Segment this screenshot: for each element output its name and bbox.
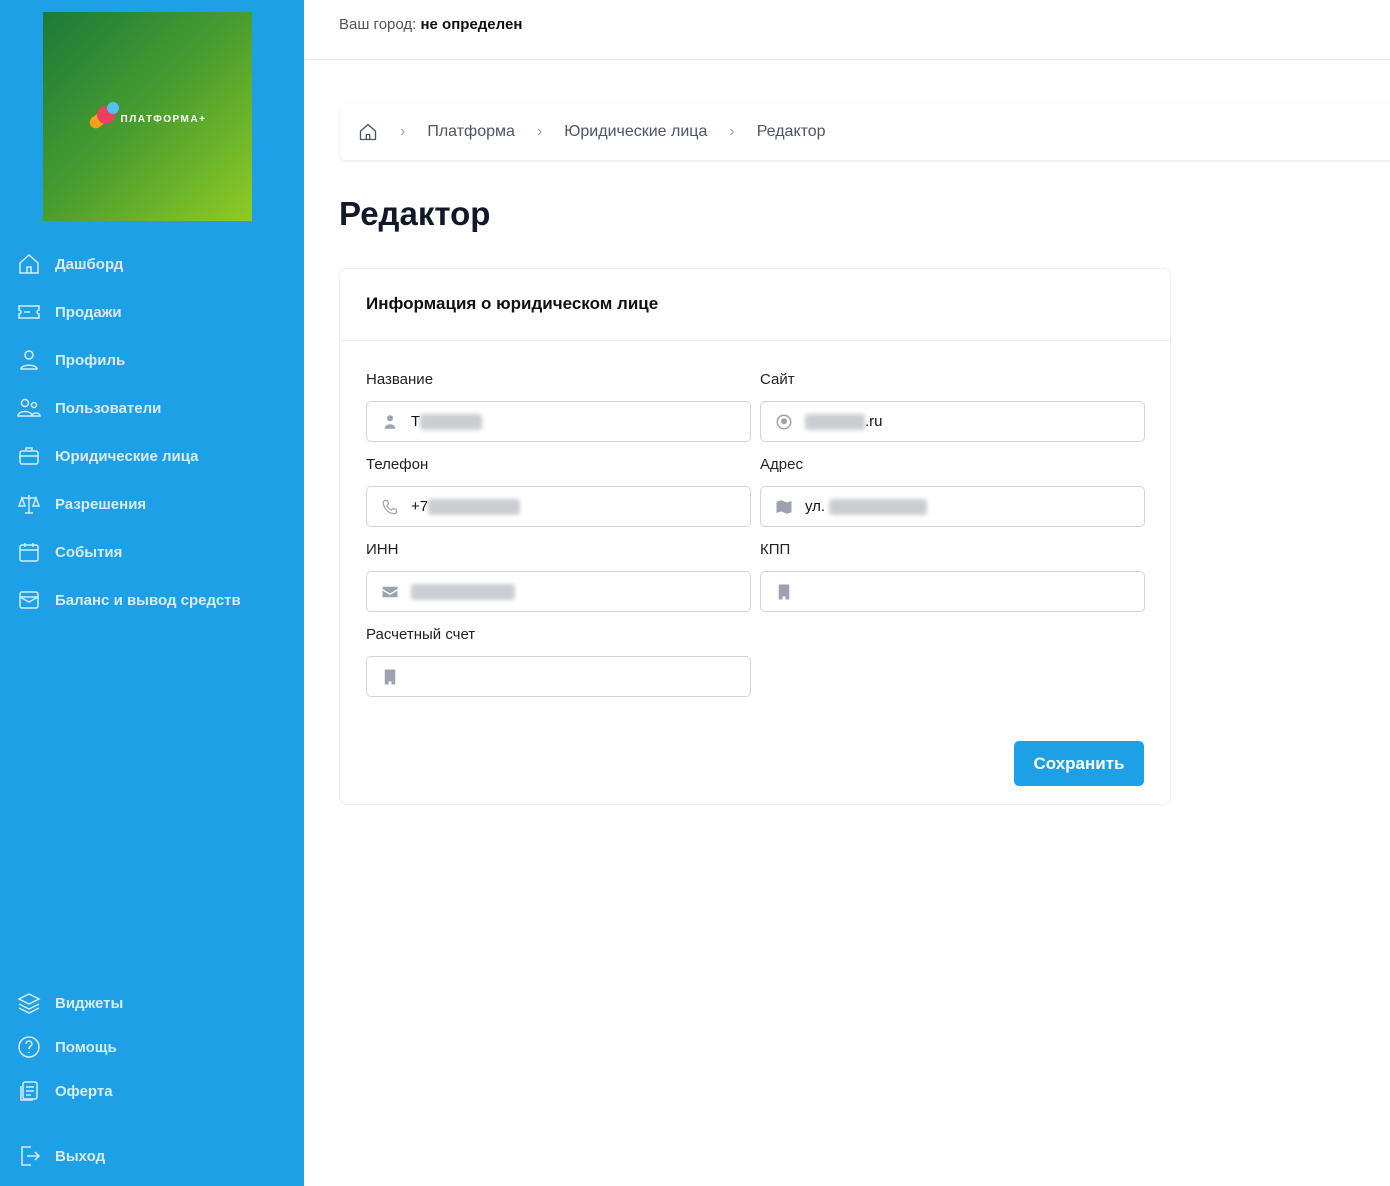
users-icon [17,398,41,417]
sidebar-item-label: Разрешения [55,495,147,513]
sidebar-item-label: События [55,543,123,561]
calendar-icon [19,543,39,562]
inn-label: ИНН [366,541,399,558]
sidebar-item-logout[interactable]: Выход [17,1144,105,1168]
kpp-label: КПП [760,541,791,558]
sidebar-item-label: Баланс и вывод средств [55,591,241,609]
map-icon [776,499,792,514]
home-icon [19,253,39,274]
briefcase-icon [19,447,39,465]
logo-text: ПЛАТФОРМА+ [120,114,207,125]
chevron-right-icon: › [400,123,406,140]
sidebar-item-permissions[interactable]: Разрешения [17,492,146,516]
logo-mark-icon [86,101,119,132]
sidebar-item-users[interactable]: Пользователи [17,396,161,420]
sidebar-item-balance[interactable]: Баланс и вывод средств [17,588,241,612]
sidebar-item-label: Юридические лица [55,447,199,465]
name-label: Название [366,371,434,388]
redacted-text [829,498,928,515]
account-field[interactable] [366,656,751,697]
city-value: не определен [420,16,523,33]
phone-value: +7 [411,498,429,515]
breadcrumb-editor: Редактор [756,123,826,140]
sidebar: ПЛАТФОРМА+ Дашборд Продажи Профиль Польз… [0,0,304,1186]
site-label: Сайт [760,371,795,388]
sidebar-item-label: Профиль [55,351,126,369]
redacted-text [420,413,483,430]
site-field[interactable]: .ru [760,401,1145,442]
redacted-text [411,583,515,600]
building-icon [384,669,396,684]
logo[interactable]: ПЛАТФОРМА+ [43,12,252,221]
city-label: Ваш город: [339,16,417,33]
home-icon[interactable] [358,122,378,142]
sidebar-item-label: Помощь [55,1038,117,1056]
sidebar-item-help[interactable]: Помощь [17,1035,117,1059]
sidebar-item-legal-entities[interactable]: Юридические лица [17,444,199,468]
user-icon [384,414,396,429]
card-title: Информация о юридическом лице [340,269,1170,341]
save-button[interactable]: Сохранить [1014,741,1144,786]
address-field[interactable]: ул. [760,486,1145,527]
name-field[interactable]: T [366,401,751,442]
sidebar-item-label: Продажи [55,303,122,321]
sidebar-item-label: Виджеты [55,994,124,1012]
sidebar-item-label: Пользователи [55,399,162,417]
sidebar-item-events[interactable]: События [17,540,122,564]
sidebar-item-widgets[interactable]: Виджеты [17,991,123,1015]
city-selector[interactable]: Ваш город: не определен [339,16,522,33]
redacted-text [428,498,521,515]
page-title: Редактор [339,195,491,232]
breadcrumb: › Платформа › Юридические лица › Редакто… [340,104,1390,160]
inn-field[interactable] [366,571,751,612]
name-value: T [411,413,421,430]
account-label: Расчетный счет [366,626,476,643]
sidebar-item-label: Выход [55,1147,106,1165]
address-label: Адрес [760,456,803,473]
help-icon [18,1036,40,1058]
envelope-icon [382,586,398,597]
sidebar-item-sales[interactable]: Продажи [17,300,122,324]
sidebar-item-label: Дашборд [55,255,124,273]
phone-icon [382,499,398,514]
globe-icon [776,414,792,429]
wallet-icon [19,591,39,609]
sidebar-item-profile[interactable]: Профиль [17,348,125,372]
ticket-icon [18,305,40,319]
chevron-right-icon: › [536,123,543,140]
topbar: Ваш город: не определен [304,0,1390,60]
redacted-text [805,413,865,430]
logout-icon [21,1146,41,1166]
building-icon [778,584,790,599]
chevron-right-icon: › [729,123,735,140]
sidebar-item-label: Оферта [55,1082,113,1100]
sidebar-item-dashboard[interactable]: Дашборд [17,252,123,276]
phone-label: Телефон [366,456,429,473]
legal-entity-card: Информация о юридическом лице Название T… [339,268,1171,805]
phone-field[interactable]: +7 [366,486,751,527]
scale-icon [17,495,41,514]
address-value: ул. [805,498,826,515]
layers-icon [17,993,41,1014]
kpp-field[interactable] [760,571,1145,612]
document-icon [20,1081,38,1101]
breadcrumb-platform[interactable]: Платформа [427,123,515,140]
breadcrumb-legal-entities[interactable]: Юридические лица [564,123,708,140]
user-icon [20,350,38,370]
sidebar-item-offer[interactable]: Оферта [17,1079,113,1103]
site-value: .ru [865,413,883,430]
